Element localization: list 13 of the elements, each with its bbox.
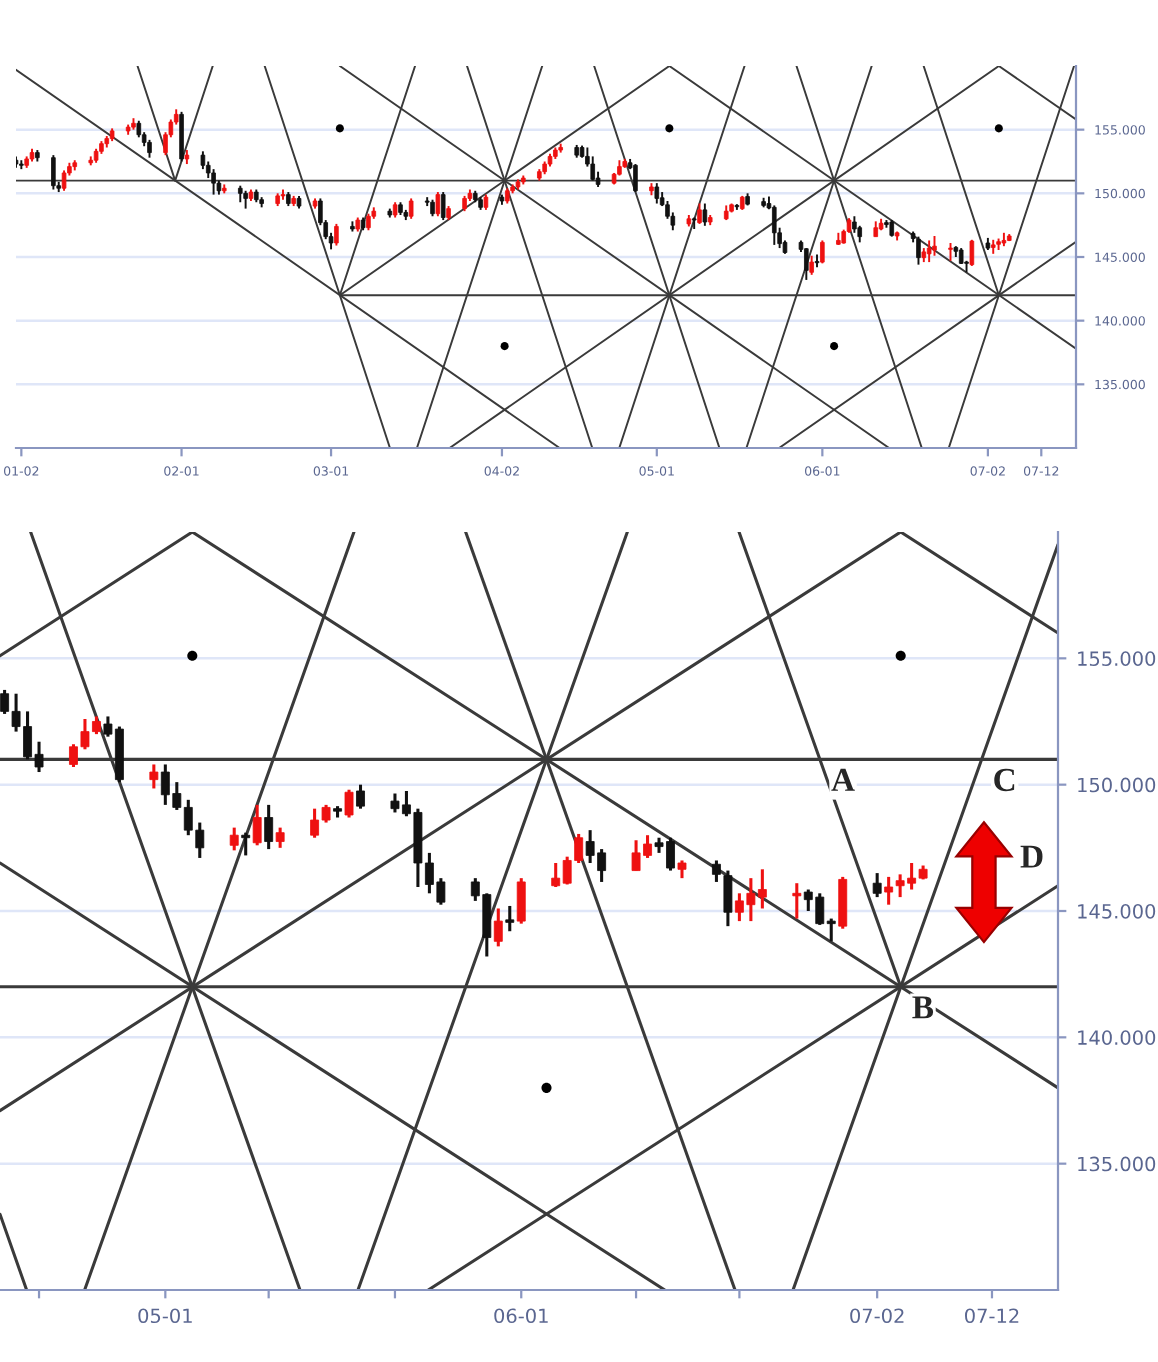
x-tick-label: 07-12 [965, 1308, 1019, 1324]
y-tick-label: 135.000 [1078, 1156, 1156, 1172]
x-tick-label: 05-01 [138, 1308, 192, 1324]
annotation: D [1020, 845, 1043, 868]
y-tick-label: 155.000 [1078, 651, 1156, 666]
annotation: C [994, 768, 1015, 792]
y-tick-label: 150.000 [1078, 777, 1156, 793]
annotation: A [831, 768, 855, 791]
x-tick-label: 07-02 [850, 1308, 904, 1324]
annotation: B [912, 996, 934, 1019]
y-tick-label: 145.000 [1078, 903, 1156, 919]
x-tick-label: 06-01 [494, 1308, 548, 1324]
y-tick-label: 140.000 [1078, 1030, 1156, 1045]
